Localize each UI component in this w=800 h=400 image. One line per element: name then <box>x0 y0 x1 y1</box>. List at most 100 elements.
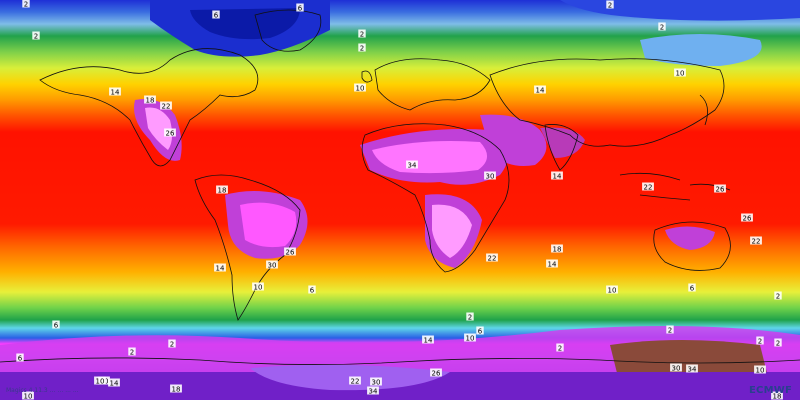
contour-label-text: 30 <box>672 365 681 373</box>
africa-south-hot-inner <box>432 204 472 258</box>
contour-label-box <box>546 259 558 268</box>
contour-label: 2 <box>168 339 176 349</box>
contour-label-text: 10 <box>356 85 365 93</box>
coastlines <box>0 9 800 365</box>
contour-label-text: 6 <box>214 12 219 20</box>
contour-label-text: 22 <box>752 238 761 246</box>
contour-label-box <box>476 326 484 335</box>
contour-label-box <box>266 260 278 269</box>
contour-label-box <box>486 253 498 262</box>
contour-label-box <box>358 29 366 38</box>
coastline-uk <box>361 70 373 83</box>
contour-label-box <box>666 325 674 334</box>
contour-label: 30 <box>484 171 496 181</box>
contour-label-text: 10 <box>24 393 33 400</box>
siberia-cold-region <box>640 34 762 66</box>
contour-label: 2 <box>774 291 782 301</box>
contour-label: 6 <box>476 326 484 336</box>
contour-label: 30 <box>266 260 278 270</box>
contour-label: 22 <box>349 376 361 386</box>
contour-label: 18 <box>144 95 156 105</box>
contour-label-text: 2 <box>758 338 762 346</box>
contour-label-text: 26 <box>716 186 725 194</box>
contour-label-box <box>686 364 698 373</box>
contour-label-text: 10 <box>676 70 685 78</box>
contour-label-text: 10 <box>608 287 617 295</box>
contour-label: 10 <box>674 68 686 78</box>
contour-label-box <box>670 363 682 372</box>
contour-label: 2 <box>756 336 764 346</box>
contour-label-box <box>354 83 366 92</box>
contour-label: 30 <box>370 377 382 387</box>
ecmwf-logo: ECMWF <box>749 385 792 396</box>
contour-label: 6 <box>688 283 696 293</box>
contour-label: 6 <box>212 10 220 20</box>
contour-label-text: 34 <box>688 366 697 374</box>
contour-label-text: 26 <box>286 249 295 257</box>
contour-label: 2 <box>658 22 666 32</box>
contour-label: 34 <box>406 160 418 170</box>
coastline-antarctica <box>0 357 800 365</box>
contour-label-text: 30 <box>268 262 277 270</box>
contour-label-box <box>22 391 34 400</box>
contour-label-box <box>466 312 474 321</box>
contour-label-text: 2 <box>170 341 174 349</box>
contour-label: 14 <box>546 259 558 269</box>
contour-label-box <box>534 85 546 94</box>
contour-label-box <box>212 10 220 19</box>
contour-label: 26 <box>430 368 442 378</box>
contour-label-box <box>308 285 316 294</box>
contour-label-box <box>214 263 226 272</box>
coastline-japan <box>699 94 708 126</box>
contour-label-text: 14 <box>548 261 557 269</box>
contour-label-text: 14 <box>110 380 119 388</box>
contour-label-text: 14 <box>424 337 433 345</box>
contour-label-text: 10 <box>756 367 765 375</box>
contour-label: 6 <box>296 3 304 13</box>
contour-label: 30 <box>670 363 682 373</box>
contour-label-box <box>464 333 476 342</box>
contour-label-text: 10 <box>254 284 263 292</box>
contour-label-box <box>296 3 304 12</box>
contour-label-box <box>484 171 496 180</box>
coastline-australia <box>653 221 731 271</box>
australia-hot-region <box>665 226 715 250</box>
contour-label-text: 18 <box>553 246 562 254</box>
contour-label-text: 2 <box>776 293 780 301</box>
contour-label: 18 <box>771 391 783 400</box>
contour-label-box <box>144 95 156 104</box>
india-hot-region <box>540 127 585 158</box>
contour-label: 6 <box>308 285 316 295</box>
contour-label-text: 34 <box>369 388 378 396</box>
antarctic-pink-band <box>0 326 800 372</box>
contour-label: 34 <box>367 386 379 396</box>
contour-label-text: 6 <box>690 285 695 293</box>
contour-label-box <box>168 339 176 348</box>
contour-label: 6 <box>52 320 60 330</box>
contour-label-text: 6 <box>298 5 303 13</box>
contour-label: 10 <box>22 391 34 400</box>
contour-label-text: 22 <box>488 255 497 263</box>
coastline-asia <box>489 58 725 147</box>
contour-label: 10 <box>94 376 106 386</box>
contour-label-text: 6 <box>18 355 23 363</box>
contour-label: 22 <box>160 101 172 111</box>
contour-label-box <box>370 377 382 386</box>
contour-label-box <box>108 378 120 387</box>
contour-label-text: 2 <box>468 314 472 322</box>
coastline-north-america <box>39 48 259 167</box>
contour-label-box <box>160 101 172 110</box>
contour-label-text: 22 <box>644 184 653 192</box>
contour-label: 14 <box>108 378 120 388</box>
contour-label: 22 <box>750 236 762 246</box>
contour-label: 10 <box>354 83 366 93</box>
contour-label: 2 <box>466 312 474 322</box>
contour-label: 2 <box>358 29 366 39</box>
contour-label: 2 <box>22 0 30 9</box>
contour-label: 2 <box>556 343 564 353</box>
contour-label: 14 <box>534 85 546 95</box>
contour-label-box <box>284 247 296 256</box>
contour-label: 26 <box>284 247 296 257</box>
